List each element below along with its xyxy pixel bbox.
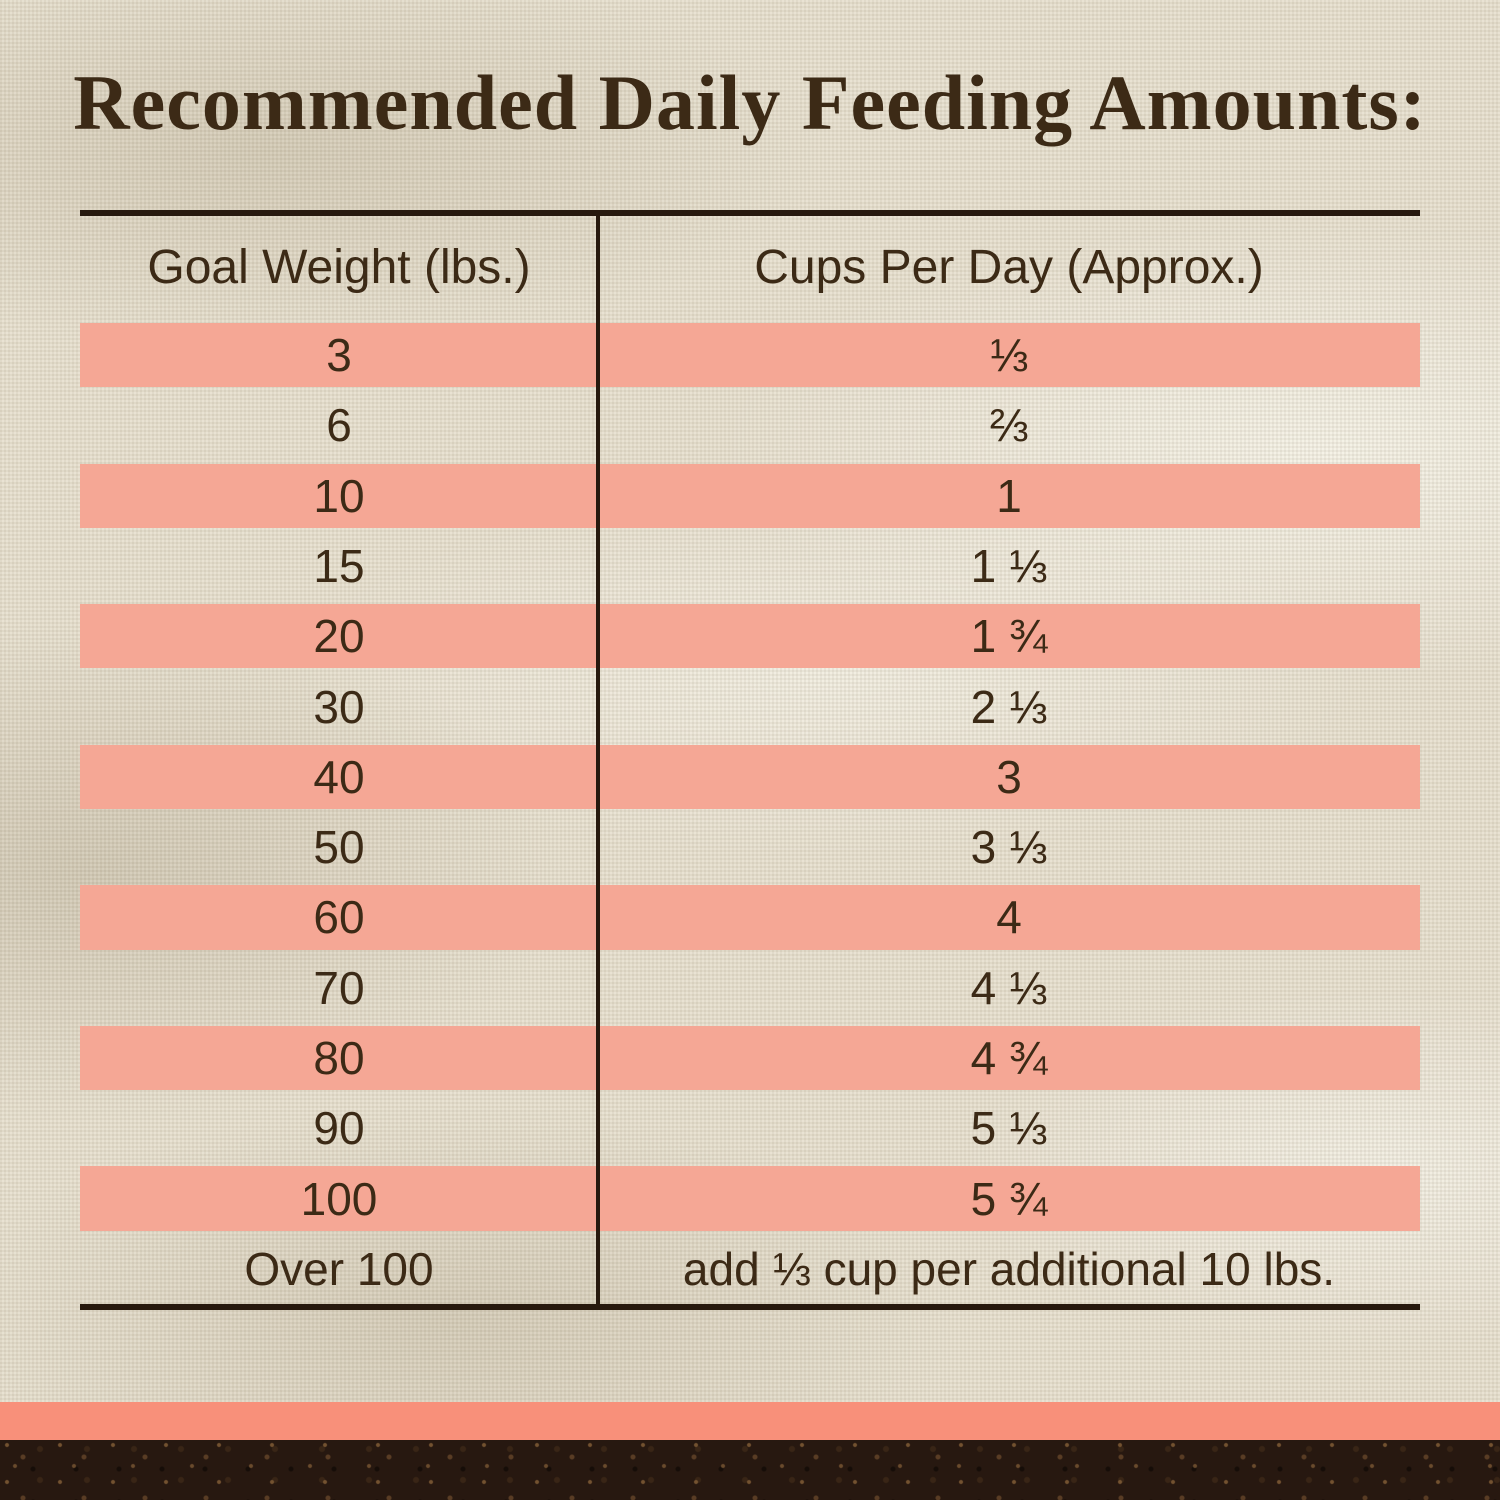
table-row: 10 1 — [80, 460, 1420, 531]
cups-per-day-header: Cups Per Day (Approx.) — [754, 241, 1264, 294]
goal-weight-cell: 80 — [313, 1031, 365, 1084]
goal-weight-cell: Over 100 — [244, 1242, 434, 1295]
cups-per-day-cell: 5 ¾ — [970, 1172, 1048, 1225]
goal-weight-cell: 40 — [313, 750, 365, 803]
page-title: Recommended Daily Feeding Amounts: — [73, 59, 1427, 146]
cups-per-day-cell: 1 ¾ — [970, 610, 1048, 663]
cups-per-day-cell: 1 — [996, 469, 1022, 522]
table-row: 50 3 ⅓ — [80, 812, 1420, 882]
goal-weight-header: Goal Weight (lbs.) — [147, 241, 531, 294]
goal-weight-cell: 15 — [313, 539, 365, 592]
goal-weight-cell: 30 — [313, 680, 365, 733]
cups-per-day-cell: 4 — [996, 891, 1022, 944]
table-row: 90 5 ⅓ — [80, 1093, 1420, 1163]
accent-band — [0, 1402, 1500, 1440]
table-header-row: Goal Weight (lbs.) Cups Per Day (Approx.… — [80, 216, 1420, 320]
goal-weight-cell: 70 — [313, 961, 365, 1014]
table-row: 60 4 — [80, 882, 1420, 953]
table-row: Over 100 add ⅓ cup per additional 10 lbs. — [80, 1234, 1420, 1304]
goal-weight-cell: 3 — [326, 329, 352, 382]
goal-weight-cell: 100 — [300, 1172, 378, 1225]
goal-weight-cell: 10 — [313, 469, 365, 522]
table-row: 80 4 ¾ — [80, 1022, 1420, 1094]
table-column-divider — [596, 216, 600, 1304]
table-row: 30 2 ⅓ — [80, 671, 1420, 741]
table-row: 20 1 ¾ — [80, 601, 1420, 672]
table-body: 3 ⅓ 6 ⅔ 10 1 15 1 ⅓ 20 1 ¾ 30 2 ⅓ 40 3 50 3 ⅓ 60 4 70 4 ⅓ 80… — [80, 320, 1420, 1304]
cups-per-day-cell: add ⅓ cup per additional 10 lbs. — [682, 1242, 1336, 1295]
cups-per-day-cell: 2 ⅓ — [970, 680, 1048, 733]
cups-per-day-cell: 4 ⅓ — [970, 961, 1048, 1014]
cups-per-day-cell: 5 ⅓ — [970, 1102, 1048, 1155]
cups-per-day-cell: 3 — [996, 750, 1022, 803]
cups-per-day-cell: 1 ⅓ — [970, 539, 1048, 592]
goal-weight-cell: 90 — [313, 1102, 365, 1155]
soil-footer — [0, 1440, 1500, 1500]
cups-per-day-cell: 3 ⅓ — [970, 821, 1048, 874]
cups-per-day-cell: ⅓ — [989, 329, 1029, 382]
table-row: 40 3 — [80, 741, 1420, 812]
goal-weight-cell: 50 — [313, 821, 365, 874]
table-row: 70 4 ⅓ — [80, 953, 1420, 1023]
goal-weight-cell: 20 — [313, 610, 365, 663]
table-row: 100 5 ¾ — [80, 1163, 1420, 1234]
table-row: 15 1 ⅓ — [80, 531, 1420, 601]
cups-per-day-cell: ⅔ — [989, 399, 1029, 452]
feeding-table: Goal Weight (lbs.) Cups Per Day (Approx.… — [80, 210, 1420, 1310]
goal-weight-cell: 60 — [313, 891, 365, 944]
cups-per-day-cell: 4 ¾ — [970, 1031, 1048, 1084]
goal-weight-cell: 6 — [326, 399, 352, 452]
